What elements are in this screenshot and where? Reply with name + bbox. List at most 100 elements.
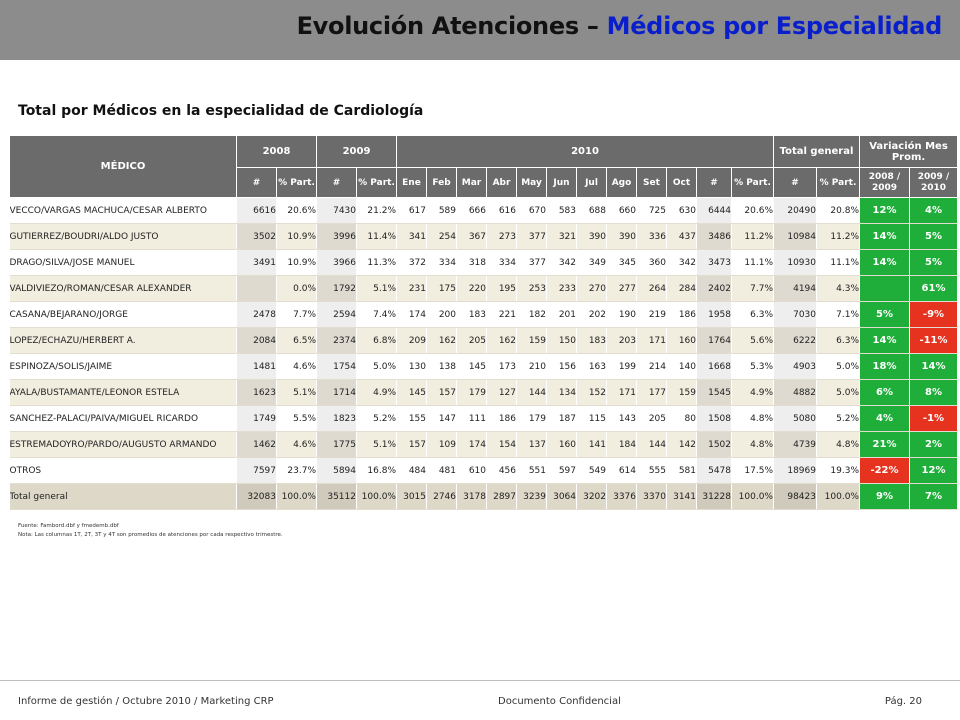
table-row: VECCO/VARGAS MACHUCA/CESAR ALBERTO 6616 20… bbox=[9, 197, 958, 224]
month-value-cell: 264 bbox=[636, 275, 667, 302]
count-2009-cell: 1754 bbox=[316, 353, 357, 380]
count-2008-cell: 2084 bbox=[236, 327, 277, 354]
header-2010: 2010 bbox=[396, 135, 774, 168]
month-value-cell: 273 bbox=[486, 223, 517, 250]
share-2009-cell: 5.2% bbox=[356, 405, 397, 432]
month-value-cell: 143 bbox=[606, 405, 637, 432]
month-value-cell: 3015 bbox=[396, 483, 427, 510]
doctor-name-cell: Total general bbox=[9, 483, 237, 510]
month-value-cell: 610 bbox=[456, 457, 487, 484]
count-2008-cell bbox=[236, 275, 277, 302]
month-value-cell: 377 bbox=[516, 223, 547, 250]
subheader-month: Abr bbox=[486, 167, 517, 198]
table-row: DRAGO/SILVA/JOSE MANUEL 3491 10.9% 3966 11.3… bbox=[9, 249, 958, 276]
month-value-cell: 130 bbox=[396, 353, 427, 380]
share-2009-cell: 5.1% bbox=[356, 431, 397, 458]
month-value-cell: 551 bbox=[516, 457, 547, 484]
month-value-cell: 162 bbox=[426, 327, 457, 354]
month-value-cell: 109 bbox=[426, 431, 457, 458]
page-title: Evolución Atenciones – Médicos por Espec… bbox=[296, 12, 943, 40]
total-count-cell: 5080 bbox=[773, 405, 817, 432]
month-value-cell: 138 bbox=[426, 353, 457, 380]
footer-divider bbox=[0, 680, 960, 681]
count-2009-cell: 1792 bbox=[316, 275, 357, 302]
share-2009-cell: 7.4% bbox=[356, 301, 397, 328]
month-value-cell: 162 bbox=[486, 327, 517, 354]
table-row: GUTIERREZ/BOUDRI/ALDO JUSTO 3502 10.9% 3996… bbox=[9, 223, 958, 250]
month-value-cell: 3239 bbox=[516, 483, 547, 510]
doctor-name-cell: SANCHEZ-PALACI/PAIVA/MIGUEL RICARDO bbox=[9, 405, 237, 432]
total-count-cell: 98423 bbox=[773, 483, 817, 510]
count-2008-cell: 2478 bbox=[236, 301, 277, 328]
variation-2009-2010-cell: 2% bbox=[909, 431, 958, 458]
count-2010-cell: 3473 bbox=[696, 249, 732, 276]
header-variacion-line2: Prom. bbox=[891, 151, 926, 163]
month-value-cell: 80 bbox=[666, 405, 697, 432]
variation-2008-2009-cell: 21% bbox=[859, 431, 910, 458]
share-2008-cell: 7.7% bbox=[276, 301, 317, 328]
month-value-cell: 688 bbox=[576, 197, 607, 224]
month-value-cell: 372 bbox=[396, 249, 427, 276]
variation-2008-2009-cell: 18% bbox=[859, 353, 910, 380]
share-2010-cell: 100.0% bbox=[731, 483, 774, 510]
count-2010-cell: 1764 bbox=[696, 327, 732, 354]
month-value-cell: 127 bbox=[486, 379, 517, 406]
subheader-part-2010: % Part. bbox=[731, 167, 774, 198]
subheader-hash-2010: # bbox=[696, 167, 732, 198]
month-value-cell: 137 bbox=[516, 431, 547, 458]
month-value-cell: 334 bbox=[486, 249, 517, 276]
month-value-cell: 141 bbox=[576, 431, 607, 458]
month-value-cell: 220 bbox=[456, 275, 487, 302]
page-title-part1: Evolución Atenciones – bbox=[296, 12, 607, 40]
subheader-part-total: % Part. bbox=[816, 167, 860, 198]
count-2009-cell: 3966 bbox=[316, 249, 357, 276]
month-value-cell: 342 bbox=[546, 249, 577, 276]
month-value-cell: 210 bbox=[516, 353, 547, 380]
count-2009-cell: 1775 bbox=[316, 431, 357, 458]
count-2008-cell: 32083 bbox=[236, 483, 277, 510]
month-value-cell: 219 bbox=[636, 301, 667, 328]
total-share-cell: 4.8% bbox=[816, 431, 860, 458]
columns-note: Nota: Las columnas 1T, 2T, 3T y 4T son p… bbox=[18, 532, 283, 538]
month-value-cell: 157 bbox=[396, 431, 427, 458]
count-2010-cell: 1958 bbox=[696, 301, 732, 328]
month-value-cell: 390 bbox=[576, 223, 607, 250]
month-value-cell: 555 bbox=[636, 457, 667, 484]
month-value-cell: 221 bbox=[486, 301, 517, 328]
count-2008-cell: 3502 bbox=[236, 223, 277, 250]
month-value-cell: 144 bbox=[516, 379, 547, 406]
subheader-var-2009-2010-l1: 2009 / bbox=[917, 171, 950, 182]
month-value-cell: 617 bbox=[396, 197, 427, 224]
variation-2008-2009-cell: 14% bbox=[859, 249, 910, 276]
source-note: Fuente: Fambord.dbf y fmedemb.dbf bbox=[18, 523, 119, 529]
table-row: ESTREMADOYRO/PARDO/AUGUSTO ARMANDO 1462 4.… bbox=[9, 431, 958, 458]
month-value-cell: 203 bbox=[606, 327, 637, 354]
header-2009: 2009 bbox=[316, 135, 397, 168]
count-2009-cell: 35112 bbox=[316, 483, 357, 510]
variation-2008-2009-cell: 4% bbox=[859, 405, 910, 432]
variation-2009-2010-cell: 12% bbox=[909, 457, 958, 484]
subheader-var-2009-2010-l2: 2010 bbox=[920, 182, 947, 193]
cardiology-doctors-table: MÉDICO 2008 2009 2010 Total general Vari… bbox=[9, 135, 958, 510]
month-value-cell: 200 bbox=[426, 301, 457, 328]
month-value-cell: 360 bbox=[636, 249, 667, 276]
total-count-cell: 4194 bbox=[773, 275, 817, 302]
page-title-part2: Médicos por Especialidad bbox=[606, 12, 943, 40]
share-2009-cell: 100.0% bbox=[356, 483, 397, 510]
subheader-month: Mar bbox=[456, 167, 487, 198]
month-value-cell: 190 bbox=[606, 301, 637, 328]
month-value-cell: 336 bbox=[636, 223, 667, 250]
header-variacion-line1: Variación Mes bbox=[869, 140, 948, 152]
subheader-var-2008-2009-l2: 2009 bbox=[871, 182, 898, 193]
variation-2009-2010-cell: 5% bbox=[909, 249, 958, 276]
month-value-cell: 341 bbox=[396, 223, 427, 250]
month-value-cell: 231 bbox=[396, 275, 427, 302]
total-share-cell: 4.3% bbox=[816, 275, 860, 302]
variation-2009-2010-cell: -1% bbox=[909, 405, 958, 432]
share-2008-cell: 4.6% bbox=[276, 353, 317, 380]
month-value-cell: 205 bbox=[456, 327, 487, 354]
share-2008-cell: 20.6% bbox=[276, 197, 317, 224]
month-value-cell: 156 bbox=[546, 353, 577, 380]
count-2008-cell: 7597 bbox=[236, 457, 277, 484]
variation-2008-2009-cell: 6% bbox=[859, 379, 910, 406]
